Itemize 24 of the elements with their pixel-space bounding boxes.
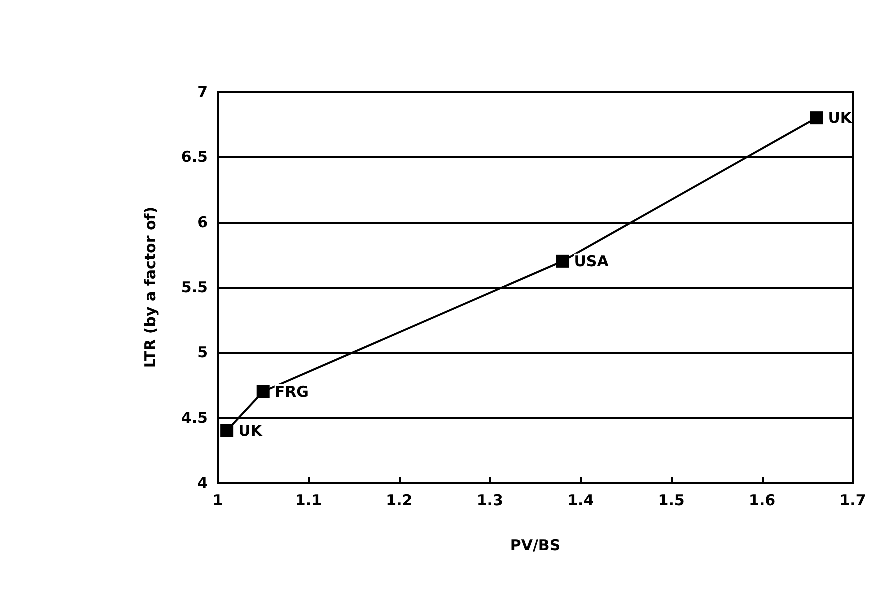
y-tick-label: 4.5 bbox=[181, 408, 208, 427]
x-tick-label: 1.4 bbox=[568, 492, 594, 510]
x-tick-label: 1.3 bbox=[476, 492, 504, 510]
y-tick-label: 7 bbox=[198, 83, 208, 101]
x-tick-label: 1.6 bbox=[748, 492, 776, 510]
y-tick-label: 6 bbox=[198, 213, 208, 232]
point bbox=[556, 254, 570, 268]
y-axis-title: LTR (by a factor of) bbox=[142, 206, 160, 368]
x-tick-label: 1.1 bbox=[295, 492, 322, 510]
annotation: USA bbox=[574, 252, 610, 270]
annotation: FRG bbox=[274, 382, 309, 401]
point bbox=[810, 112, 824, 125]
point bbox=[220, 424, 234, 438]
x-tick-label: 1.5 bbox=[658, 492, 685, 510]
y-tick-label: 4 bbox=[198, 474, 208, 492]
y-tick-label: 5.5 bbox=[181, 278, 208, 296]
y-tick-label: 5 bbox=[198, 344, 208, 362]
x-tick-label: 1 bbox=[212, 492, 224, 510]
x-tick-label: 1.2 bbox=[386, 492, 413, 510]
y-tick-label: 6.5 bbox=[181, 148, 208, 166]
annotation: UK bbox=[238, 422, 264, 440]
x-axis-title: PV/BS bbox=[510, 536, 561, 554]
x-tick-label: 1.7 bbox=[840, 492, 866, 510]
point bbox=[256, 385, 270, 398]
